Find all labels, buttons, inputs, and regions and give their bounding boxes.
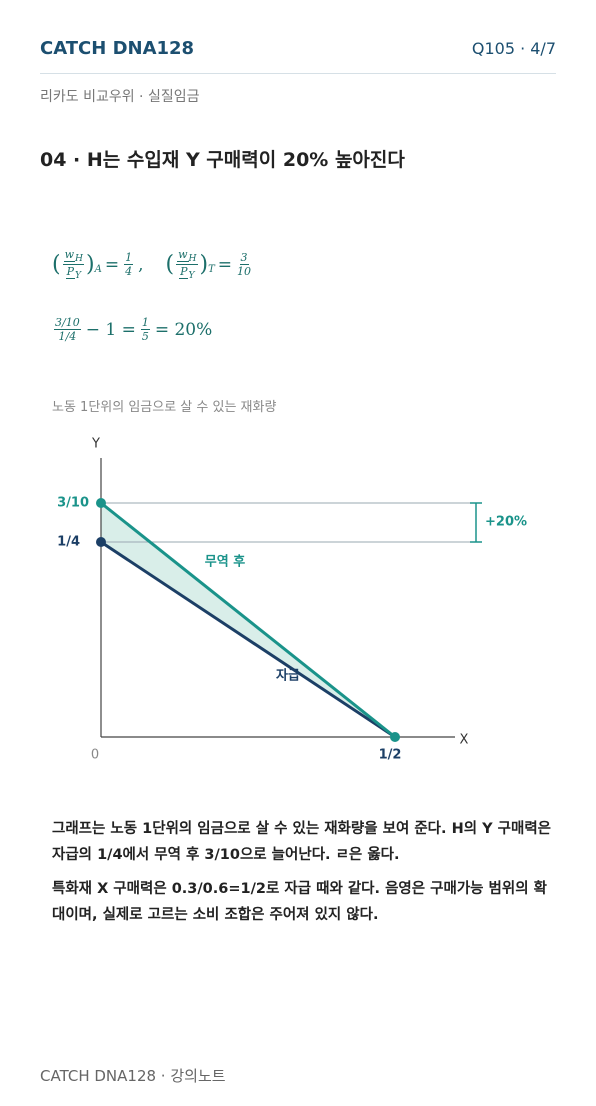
paragraph: 그래프는 노동 1단위의 임금으로 살 수 있는 재화량을 보여 준다. H의 …: [52, 821, 552, 863]
sym: A: [94, 264, 102, 276]
point: [96, 537, 106, 547]
sym: P: [65, 265, 75, 280]
explanation: 그래프는 노동 1단위의 임금으로 살 수 있는 재화량을 보여 준다. H의 …: [52, 816, 552, 936]
footer: CATCH DNA128 · 강의노트: [40, 1067, 226, 1085]
sym: =: [104, 254, 120, 275]
y-high-label: 3/10: [57, 496, 89, 511]
sym: P: [179, 265, 189, 280]
sym: 1: [140, 316, 150, 330]
gain-label: +20%: [485, 515, 527, 530]
subtitle: 리카도 비교우위 · 실질임금: [40, 89, 200, 105]
sym: 3: [239, 251, 249, 266]
autarky-line: [100, 540, 396, 739]
x-axis-label: X: [460, 733, 469, 748]
sym: 5: [141, 330, 149, 343]
sym: T: [208, 264, 215, 276]
sym: =: [217, 254, 233, 275]
page-number: Q105 · 4/7: [471, 39, 556, 58]
sym: Y: [188, 270, 195, 282]
autarky-label: 자급: [276, 669, 300, 684]
sym: w: [63, 248, 76, 262]
paren: (: [52, 252, 61, 278]
trade-label: 무역 후: [205, 554, 245, 570]
origin-label: 0: [91, 748, 99, 763]
sym: 1/4: [58, 330, 77, 343]
point: [96, 498, 106, 508]
brand: CATCH DNA128: [40, 38, 195, 59]
sym: 1: [124, 251, 134, 266]
paragraph: 특화재 X 구매력은 0.3/0.6=1/2로 자급 때와 같다. 음영은 구매…: [52, 881, 547, 923]
point: [390, 732, 400, 742]
fraction: wH PY: [176, 248, 198, 282]
fraction: 3/10 1/4: [54, 316, 81, 343]
question: 04 · H는 수입재 Y 구매력이 20% 높아진다: [40, 149, 405, 171]
sym: ,: [138, 254, 144, 275]
trade-line: [100, 501, 396, 739]
sym: − 1 =: [85, 319, 136, 340]
diagram: Y X 0 3/10 1/4 1/2 무역 후 자급 +20%: [57, 437, 527, 763]
sym: w: [177, 248, 189, 262]
sym: H: [188, 253, 197, 265]
fraction: 3 10: [237, 251, 251, 278]
fraction: wH PY: [62, 248, 85, 282]
sym: H: [75, 253, 84, 265]
sym: 3/10: [54, 316, 81, 330]
diagram-caption: 노동 1단위의 임금으로 살 수 있는 재화량: [52, 400, 277, 415]
y-axis-label: Y: [91, 437, 100, 452]
sym: 4: [125, 265, 133, 279]
x-end-label: 1/2: [379, 748, 402, 763]
paren: ): [86, 252, 95, 278]
paren: ): [199, 252, 209, 278]
divider: [40, 73, 556, 74]
paren: (: [165, 252, 175, 278]
sym: 10: [237, 265, 252, 279]
y-low-label: 1/4: [57, 535, 80, 550]
sym: Y: [74, 270, 82, 282]
sym: = 20%: [154, 319, 213, 340]
